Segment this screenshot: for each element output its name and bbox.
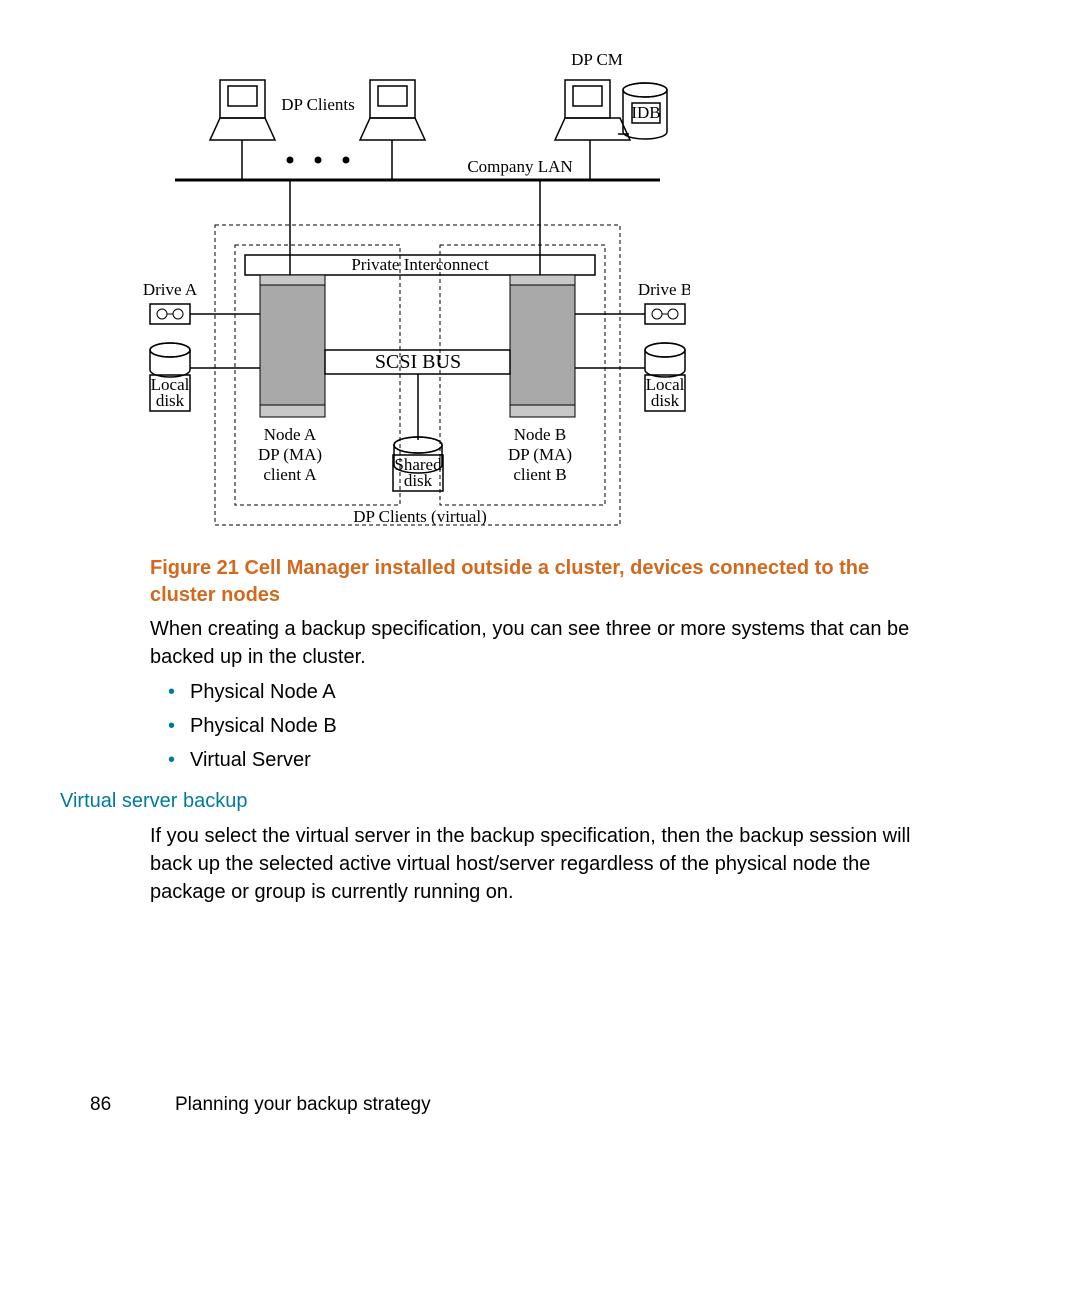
drive-b-label: Drive B <box>638 280 690 299</box>
drive-a-label: Drive A <box>143 280 198 299</box>
local-disk-a: Local disk <box>150 343 260 411</box>
svg-text:disk: disk <box>404 471 433 490</box>
scsi-bus-label: SCSI BUS <box>375 351 461 373</box>
svg-text:disk: disk <box>651 391 680 410</box>
local-disk-b: Local disk <box>575 343 685 411</box>
svg-text:DP (MA): DP (MA) <box>508 445 572 464</box>
bullet-item: Physical Node B <box>190 712 930 740</box>
figure-caption: Figure 21 Cell Manager installed outside… <box>150 555 930 609</box>
dpcm-label: DP CM <box>571 50 623 69</box>
svg-text:IDB: IDB <box>631 103 660 122</box>
bullet-list: Physical Node A Physical Node B Virtual Se… <box>150 678 930 780</box>
para-1: When creating a backup specification, yo… <box>150 615 930 671</box>
svg-text:DP (MA): DP (MA) <box>258 445 322 464</box>
bullet-item: Physical Node A <box>190 678 930 706</box>
server-a <box>260 275 325 417</box>
company-lan-label: Company LAN <box>467 157 572 176</box>
footer-section: Planning your backup strategy <box>175 1094 431 1116</box>
para-2: If you select the virtual server in the … <box>150 822 930 906</box>
cluster-diagram: .lbl { font-family: 'Times New Roman', s… <box>140 50 690 530</box>
page-number: 86 <box>90 1094 111 1116</box>
svg-text:disk: disk <box>156 391 185 410</box>
monitor-left-2 <box>360 80 425 180</box>
svg-text:client A: client A <box>263 465 317 484</box>
node-a-label: Node A <box>264 425 317 444</box>
svg-text:client B: client B <box>513 465 566 484</box>
monitor-left-1 <box>210 80 275 180</box>
dp-clients-virtual-label: DP Clients (virtual) <box>353 507 486 526</box>
private-interconnect-label: Private Interconnect <box>351 255 489 274</box>
virtual-server-backup-heading: Virtual server backup <box>60 790 248 813</box>
dp-clients-label: DP Clients <box>281 95 355 114</box>
node-b-label: Node B <box>514 425 566 444</box>
bullet-item: Virtual Server <box>190 746 930 774</box>
server-b <box>510 275 575 417</box>
